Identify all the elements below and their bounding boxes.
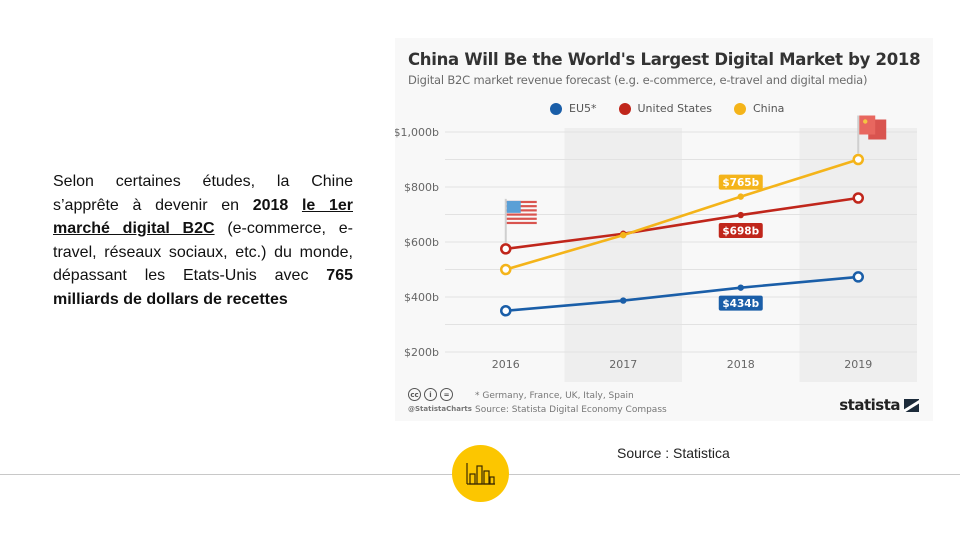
data-point bbox=[500, 305, 512, 317]
footnote: * Germany, France, UK, Italy, Spain bbox=[475, 391, 634, 401]
data-point bbox=[737, 193, 744, 200]
bold-underlined-claim: le 1er marché digital B2C bbox=[53, 196, 353, 238]
chart-badge bbox=[452, 445, 509, 502]
statista-mark-icon bbox=[904, 398, 919, 412]
license-icon: i bbox=[424, 388, 437, 401]
y-tick-label: $800b bbox=[404, 181, 439, 194]
china-flag-star bbox=[863, 119, 868, 124]
text-part: (e-commerce, e-travel, réseaux sociaux, … bbox=[53, 220, 353, 284]
license-icon: = bbox=[440, 388, 453, 401]
data-label-bg bbox=[718, 174, 763, 190]
legend-item: United States bbox=[618, 102, 713, 115]
column-band bbox=[799, 128, 917, 382]
x-tick-label: 2017 bbox=[609, 358, 637, 371]
space bbox=[288, 197, 302, 214]
slide-paragraph: Selon certaines études, la Chine s’apprê… bbox=[53, 170, 353, 311]
data-label: $434b bbox=[722, 298, 759, 310]
brand-name: statista bbox=[839, 396, 900, 414]
data-label: $698b bbox=[722, 226, 759, 238]
data-point bbox=[852, 271, 864, 283]
license-icon: cc bbox=[408, 388, 421, 401]
data-label-bg bbox=[718, 223, 763, 239]
bold-amount: 765 milliards de dollars de recettes bbox=[53, 267, 353, 308]
y-tick-label: $400b bbox=[404, 291, 439, 304]
data-label: $765b bbox=[722, 177, 759, 189]
x-tick-label: 2019 bbox=[844, 358, 872, 371]
chart-footer: * Germany, France, UK, Italy, Spain Sour… bbox=[475, 389, 667, 417]
data-point bbox=[852, 192, 864, 204]
data-point bbox=[620, 231, 627, 239]
legend-item: EU5* bbox=[550, 102, 597, 115]
data-label-bg bbox=[718, 295, 763, 311]
bar-chart-icon bbox=[465, 462, 495, 485]
chart-title: China Will Be the World's Largest Digita… bbox=[408, 50, 921, 69]
y-tick-label: $1,000b bbox=[395, 126, 439, 139]
china-flag-icon bbox=[859, 115, 876, 135]
statista-logo: statista bbox=[839, 396, 919, 414]
y-tick-label: $600b bbox=[404, 236, 439, 249]
legend-label: China bbox=[753, 102, 785, 115]
data-point bbox=[500, 263, 512, 276]
y-tick-label: $200b bbox=[404, 346, 439, 359]
column-band bbox=[564, 128, 682, 382]
legend-swatch bbox=[734, 102, 746, 115]
chart-subtitle: Digital B2C market revenue forecast (e.g… bbox=[408, 73, 868, 87]
twitter-handle: @StatistaCharts bbox=[408, 405, 472, 413]
legend-item: China bbox=[734, 102, 784, 115]
series-line bbox=[505, 275, 859, 313]
text-part: Selon certaines études, la Chine s’apprê… bbox=[53, 173, 353, 214]
x-tick-label: 2018 bbox=[727, 358, 755, 371]
series-line bbox=[505, 158, 859, 271]
us-flag-icon bbox=[506, 200, 537, 225]
chart-source: Source: Statista Digital Economy Compass bbox=[475, 405, 667, 415]
data-point bbox=[620, 297, 627, 304]
data-point bbox=[737, 211, 744, 219]
data-point bbox=[500, 243, 512, 255]
data-point bbox=[737, 284, 744, 291]
x-tick-label: 2016 bbox=[492, 358, 520, 371]
legend-label: United States bbox=[637, 102, 713, 115]
legend-swatch bbox=[550, 102, 562, 115]
data-point bbox=[852, 153, 864, 166]
legend-label: EU5* bbox=[569, 102, 597, 115]
series-line bbox=[505, 196, 859, 251]
source-caption: Source : Statistica bbox=[617, 445, 730, 461]
chart-card: China Will Be the World's Largest Digita… bbox=[395, 38, 933, 421]
license-icons: cc i = bbox=[408, 388, 453, 401]
chart-legend: EU5* United States China bbox=[550, 102, 784, 115]
legend-swatch bbox=[618, 102, 631, 115]
bold-year: 2018 bbox=[252, 196, 289, 214]
line-chart: $200b $400b $600b $800b $1,000b 2016 2017 2018 2… bbox=[395, 115, 917, 382]
